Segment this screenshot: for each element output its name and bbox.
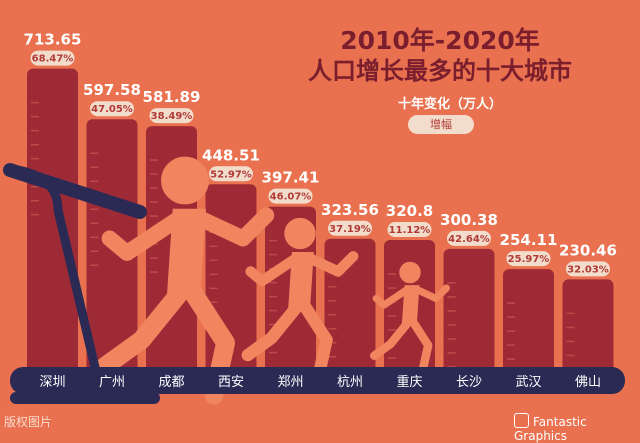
watermark: 版权图片 (4, 415, 53, 429)
legend-growth-pill: 增幅 (408, 115, 474, 134)
chart-title-line2: 人口增长最多的十大城市 (308, 57, 572, 85)
value-label-8: 254.11 (500, 231, 558, 249)
growth-pill-5 (328, 220, 372, 236)
growth-pill-3 (209, 166, 253, 182)
value-label-0: 713.65 (24, 31, 82, 49)
category-label-3: 西安 (218, 375, 244, 390)
value-label-6: 320.8 (386, 202, 433, 220)
legend-title: 十年变化（万人） (397, 97, 502, 112)
value-label-9: 230.46 (559, 241, 617, 259)
runner-figure (95, 156, 275, 405)
category-label-9: 佛山 (575, 375, 601, 390)
treadmill-illustration: 深圳 广州 成都 西安 郑州 杭州 重庆 长沙 武汉 佛山 (3, 163, 625, 404)
growth-label-3: 52.97% (210, 169, 252, 180)
brand-credit: Fantastic Graphics (514, 413, 640, 443)
growth-label-8: 25.97% (508, 254, 550, 265)
growth-label-2: 38.49% (151, 111, 193, 122)
growth-label-0: 68.47% (32, 54, 74, 65)
category-label-0: 深圳 (39, 375, 65, 390)
category-label-8: 武汉 (515, 375, 541, 390)
bar-0 (27, 68, 78, 381)
category-label-5: 杭州 (337, 375, 363, 390)
growth-pill-4 (268, 188, 313, 204)
bar-chart: 深圳 广州 成都 西安 郑州 杭州 重庆 长沙 武汉 佛山 713.65 68.47% 597.58 4… (3, 31, 625, 405)
growth-pill-7 (447, 230, 491, 246)
value-label-2: 581.89 (143, 88, 201, 106)
bar-8 (503, 269, 554, 380)
growth-label-1: 47.05% (91, 104, 133, 115)
growth-pill-0 (30, 50, 75, 66)
growth-label-5: 37.19% (329, 224, 371, 235)
chart-title-line1: 2010年-2020年 (340, 26, 540, 55)
growth-pill-2 (149, 108, 194, 124)
category-label-6: 重庆 (396, 374, 422, 390)
category-label-2: 成都 (158, 375, 184, 390)
growth-pill-8 (506, 251, 551, 267)
infographic: 深圳 广州 成都 西安 郑州 杭州 重庆 长沙 武汉 佛山 713.65 68.47% 597.58 4… (3, 26, 625, 443)
treadmill-handrail (3, 163, 147, 219)
runner-silhouettes (95, 156, 450, 405)
treadmill-belt (10, 367, 625, 394)
category-label-1: 广州 (99, 375, 125, 390)
bar-9 (562, 279, 614, 380)
category-label-7: 长沙 (456, 375, 482, 390)
growth-label-4: 46.07% (270, 192, 312, 203)
value-label-7: 300.38 (440, 211, 498, 229)
growth-pill-9 (566, 261, 610, 277)
growth-pill-6 (387, 222, 432, 238)
brand-logo-icon (514, 413, 529, 428)
growth-pill-1 (90, 101, 134, 117)
treadmill-base (10, 392, 160, 404)
value-label-1: 597.58 (83, 81, 141, 99)
value-label-3: 448.51 (202, 146, 260, 164)
runner-figure (241, 217, 359, 381)
category-label-4: 郑州 (277, 375, 303, 390)
value-label-4: 397.41 (262, 169, 320, 187)
value-label-5: 323.56 (321, 201, 379, 219)
runner-figure (370, 261, 450, 373)
growth-label-9: 32.03% (567, 264, 609, 275)
bar-7 (443, 248, 495, 380)
growth-label-7: 42.64% (448, 234, 490, 245)
growth-label-6: 11.12% (389, 225, 431, 236)
